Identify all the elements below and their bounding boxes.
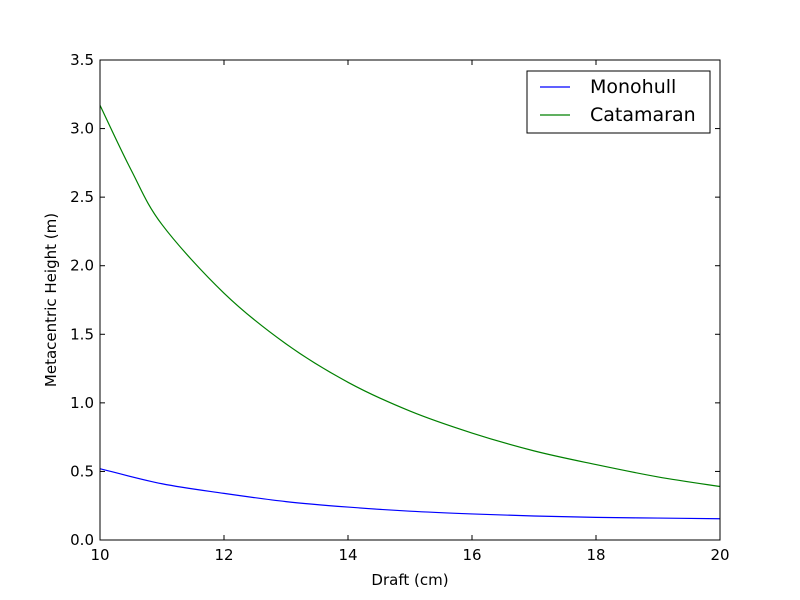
y-tick-label: 2.0: [70, 257, 94, 275]
y-tick-label: 1.0: [70, 394, 94, 412]
x-axis-label: Draft (cm): [371, 571, 448, 589]
x-tick-label: 16: [462, 546, 481, 564]
y-tick-label: 3.5: [70, 51, 94, 69]
series-line-monohull: [99, 468, 721, 520]
x-tick-label: 14: [338, 546, 357, 564]
x-tick-label: 20: [710, 546, 729, 564]
legend-box: [526, 70, 711, 134]
y-tick-label: 0.5: [70, 462, 94, 480]
legend-label-monohull: Monohull: [590, 76, 676, 98]
y-tick-label: 3.0: [70, 120, 94, 138]
legend: Monohull Catamaran: [526, 70, 711, 134]
legend-label-catamaran: Catamaran: [590, 104, 696, 126]
series-layer: [99, 104, 721, 520]
y-tick-label: 1.5: [70, 325, 94, 343]
y-axis-label: Metacentric Height (m): [42, 213, 60, 387]
x-tick-label: 12: [214, 546, 233, 564]
x-tick-label: 18: [586, 546, 605, 564]
series-line-catamaran: [99, 104, 721, 488]
x-tick-label: 10: [90, 546, 109, 564]
y-tick-label: 0.0: [70, 531, 94, 549]
y-tick-label: 2.5: [70, 188, 94, 206]
ticks-layer: 10 12 14 16 18 20 0.0 0.5 1.0 1.5 2.0 2.5 3.0 3.5: [70, 51, 729, 564]
plot-area-frame: [99, 59, 721, 541]
